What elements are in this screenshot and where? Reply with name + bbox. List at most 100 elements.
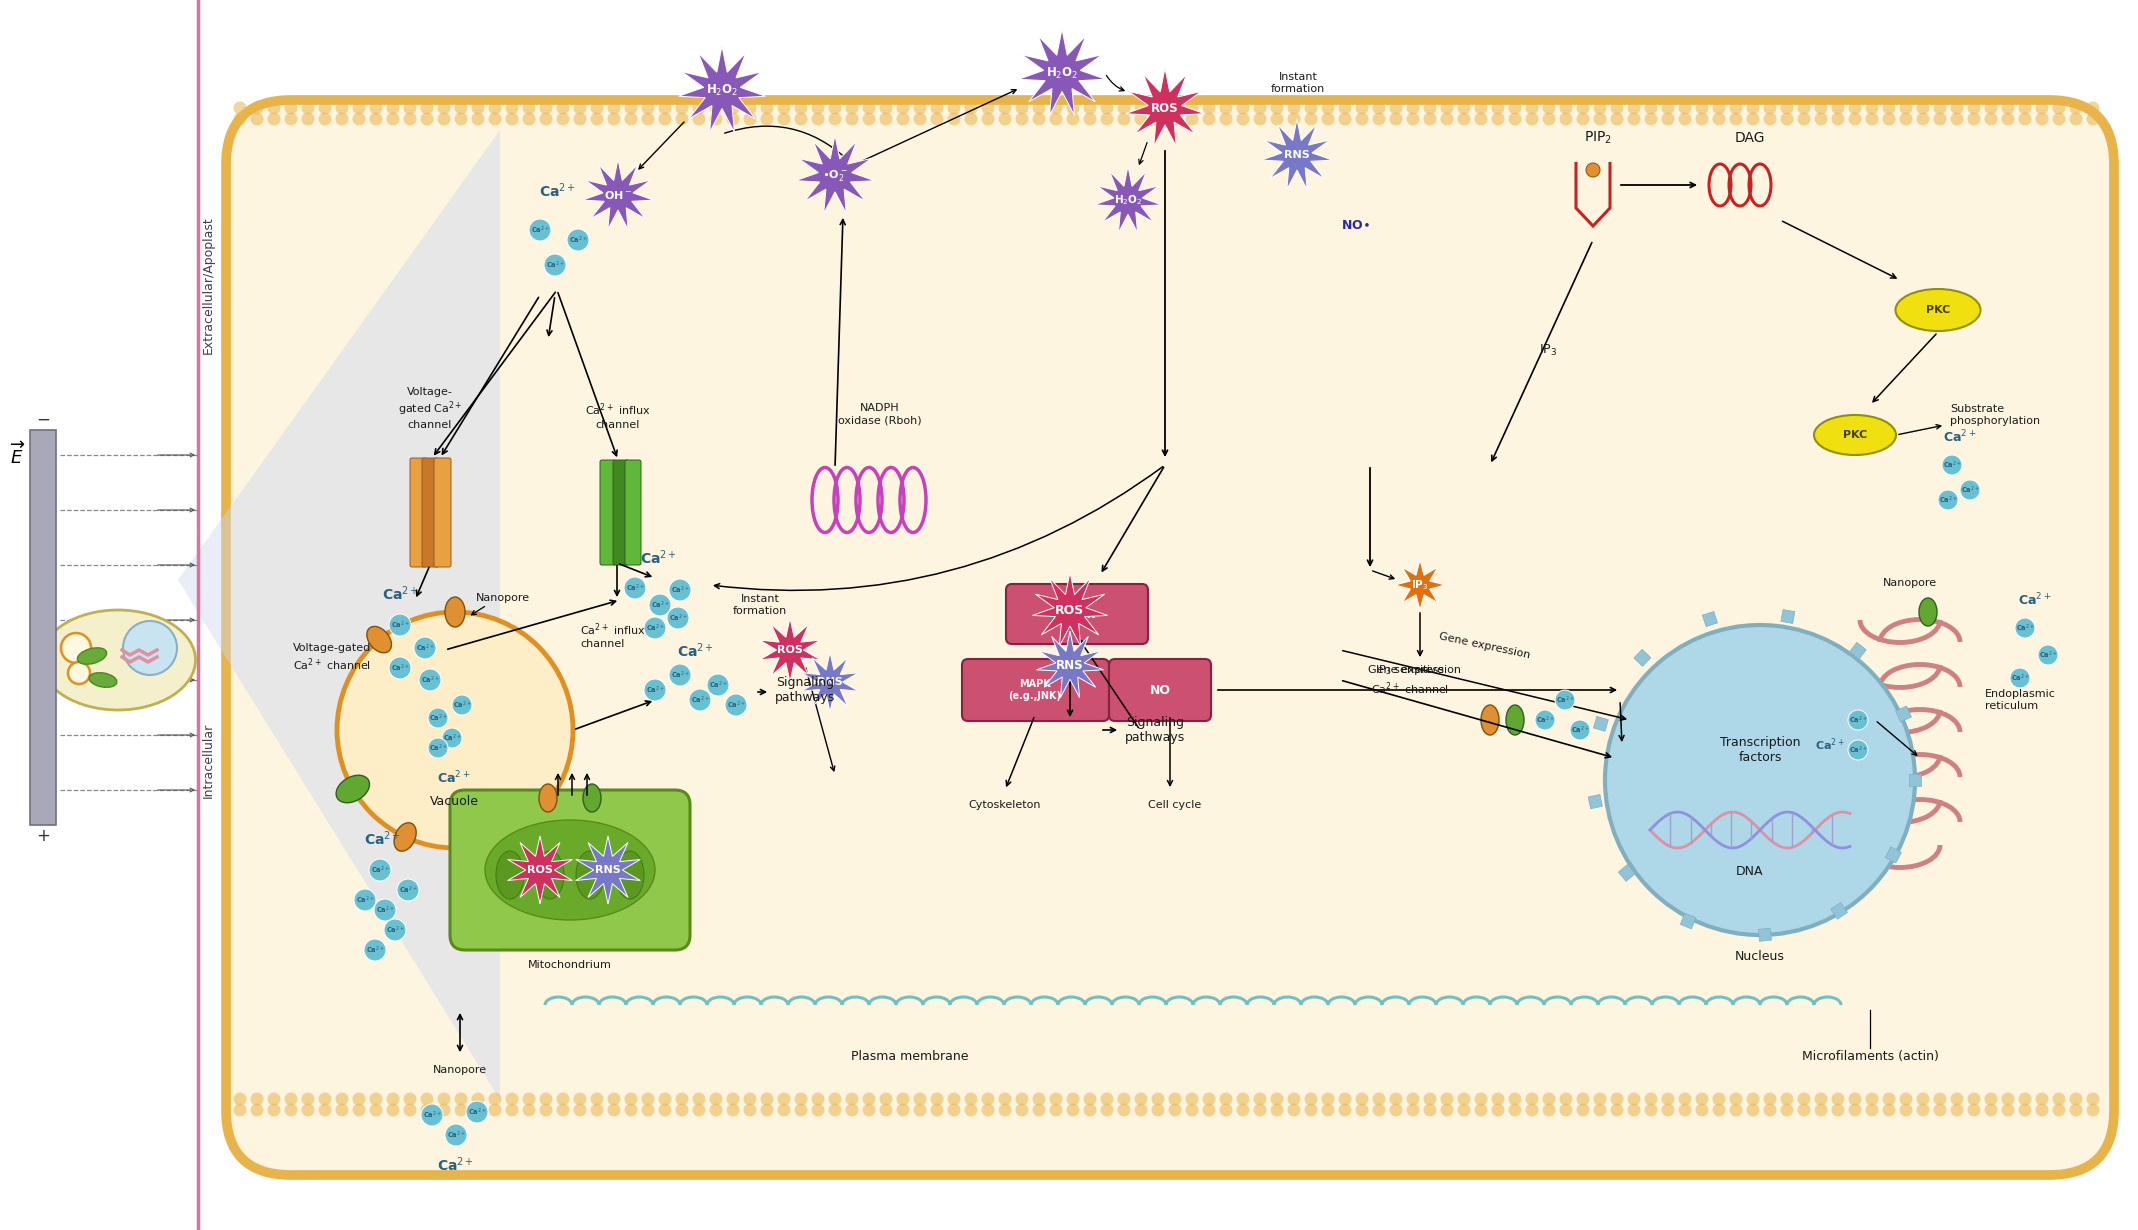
Ellipse shape <box>1920 598 1937 626</box>
Text: Ca$^{2+}$: Ca$^{2+}$ <box>453 700 470 711</box>
Circle shape <box>1849 1092 1862 1106</box>
Circle shape <box>62 633 92 663</box>
Circle shape <box>1576 112 1589 125</box>
Circle shape <box>438 102 451 114</box>
Circle shape <box>389 657 410 679</box>
Text: Ca$^{2+}$: Ca$^{2+}$ <box>2040 649 2057 661</box>
Circle shape <box>1050 112 1063 125</box>
Circle shape <box>981 1092 994 1106</box>
Circle shape <box>1492 102 1505 114</box>
Text: Ca$^{2+}$: Ca$^{2+}$ <box>1943 459 1961 471</box>
Circle shape <box>1849 102 1862 114</box>
Text: Ca$^{2+}$: Ca$^{2+}$ <box>398 884 417 895</box>
Circle shape <box>2035 112 2048 125</box>
Text: RNS: RNS <box>817 676 842 688</box>
Circle shape <box>443 728 462 748</box>
Circle shape <box>1781 1092 1794 1106</box>
Text: Plasma membrane: Plasma membrane <box>851 1050 969 1063</box>
Circle shape <box>1559 112 1574 125</box>
Circle shape <box>1916 1103 1928 1117</box>
Circle shape <box>1287 1092 1300 1106</box>
Circle shape <box>438 112 451 125</box>
Text: Substrate
phosphorylation: Substrate phosphorylation <box>1950 405 2040 426</box>
Circle shape <box>567 229 588 251</box>
Circle shape <box>947 102 960 114</box>
Circle shape <box>1764 1103 1777 1117</box>
Circle shape <box>1169 112 1182 125</box>
Circle shape <box>522 112 534 125</box>
Circle shape <box>641 1103 654 1117</box>
Circle shape <box>1202 1092 1217 1106</box>
Circle shape <box>981 1103 994 1117</box>
Circle shape <box>1458 1092 1471 1106</box>
Circle shape <box>1627 1092 1640 1106</box>
Text: Ca$^{2+}$: Ca$^{2+}$ <box>646 684 665 696</box>
Circle shape <box>2001 112 2014 125</box>
Circle shape <box>667 606 688 629</box>
Text: Intracellular: Intracellular <box>201 722 214 797</box>
Circle shape <box>1576 1103 1589 1117</box>
Text: +: + <box>36 827 49 845</box>
Text: Cytoskeleton: Cytoskeleton <box>969 800 1041 811</box>
Circle shape <box>1355 102 1368 114</box>
Circle shape <box>1338 1092 1351 1106</box>
Circle shape <box>2018 102 2031 114</box>
Text: MAPK
(e.g.,JNK): MAPK (e.g.,JNK) <box>1009 679 1060 701</box>
Circle shape <box>710 102 723 114</box>
Circle shape <box>1569 720 1591 740</box>
Circle shape <box>1610 1103 1623 1117</box>
Circle shape <box>1219 112 1231 125</box>
Circle shape <box>2018 112 2031 125</box>
Circle shape <box>1304 1103 1317 1117</box>
Circle shape <box>590 1103 603 1117</box>
Circle shape <box>1713 1103 1725 1117</box>
Circle shape <box>438 1092 451 1106</box>
Ellipse shape <box>77 648 107 664</box>
Circle shape <box>913 112 926 125</box>
Text: Ca$^{2+}$: Ca$^{2+}$ <box>370 865 389 876</box>
Circle shape <box>1219 1103 1231 1117</box>
Circle shape <box>389 614 410 636</box>
Circle shape <box>727 1092 740 1106</box>
Circle shape <box>1407 1103 1420 1117</box>
Circle shape <box>1458 102 1471 114</box>
Circle shape <box>1169 1092 1182 1106</box>
Circle shape <box>676 112 688 125</box>
Bar <box>1702 611 1717 626</box>
Circle shape <box>727 102 740 114</box>
Circle shape <box>1961 480 1980 501</box>
Text: Nanopore: Nanopore <box>1884 578 1937 588</box>
Circle shape <box>795 1103 808 1117</box>
FancyBboxPatch shape <box>1110 659 1210 721</box>
Circle shape <box>1118 1103 1131 1117</box>
Circle shape <box>1730 1092 1742 1106</box>
Circle shape <box>1967 1103 1980 1117</box>
Circle shape <box>1390 1092 1403 1106</box>
Circle shape <box>284 112 297 125</box>
Circle shape <box>370 859 391 881</box>
Bar <box>1830 903 1847 919</box>
Text: Ca$^{2+}$: Ca$^{2+}$ <box>447 1129 466 1140</box>
Circle shape <box>1661 1103 1674 1117</box>
Circle shape <box>812 1103 825 1117</box>
Circle shape <box>1747 1103 1760 1117</box>
Text: Signaling
pathways: Signaling pathways <box>1125 716 1184 744</box>
Circle shape <box>336 1103 348 1117</box>
Text: Instant
formation: Instant formation <box>1270 73 1326 93</box>
Circle shape <box>1627 1103 1640 1117</box>
Circle shape <box>624 577 646 599</box>
Circle shape <box>830 1092 842 1106</box>
Circle shape <box>2052 1103 2065 1117</box>
Circle shape <box>778 102 791 114</box>
Text: Ca$^{2+}$: Ca$^{2+}$ <box>1815 737 1845 753</box>
Circle shape <box>353 112 366 125</box>
Circle shape <box>1084 1103 1097 1117</box>
Circle shape <box>404 112 417 125</box>
Circle shape <box>744 112 757 125</box>
FancyBboxPatch shape <box>227 100 2114 1175</box>
Circle shape <box>896 1092 909 1106</box>
Text: Ca$^{2+}$: Ca$^{2+}$ <box>1961 485 1980 496</box>
Bar <box>1849 642 1866 659</box>
Circle shape <box>2087 102 2100 114</box>
Circle shape <box>1593 102 1606 114</box>
